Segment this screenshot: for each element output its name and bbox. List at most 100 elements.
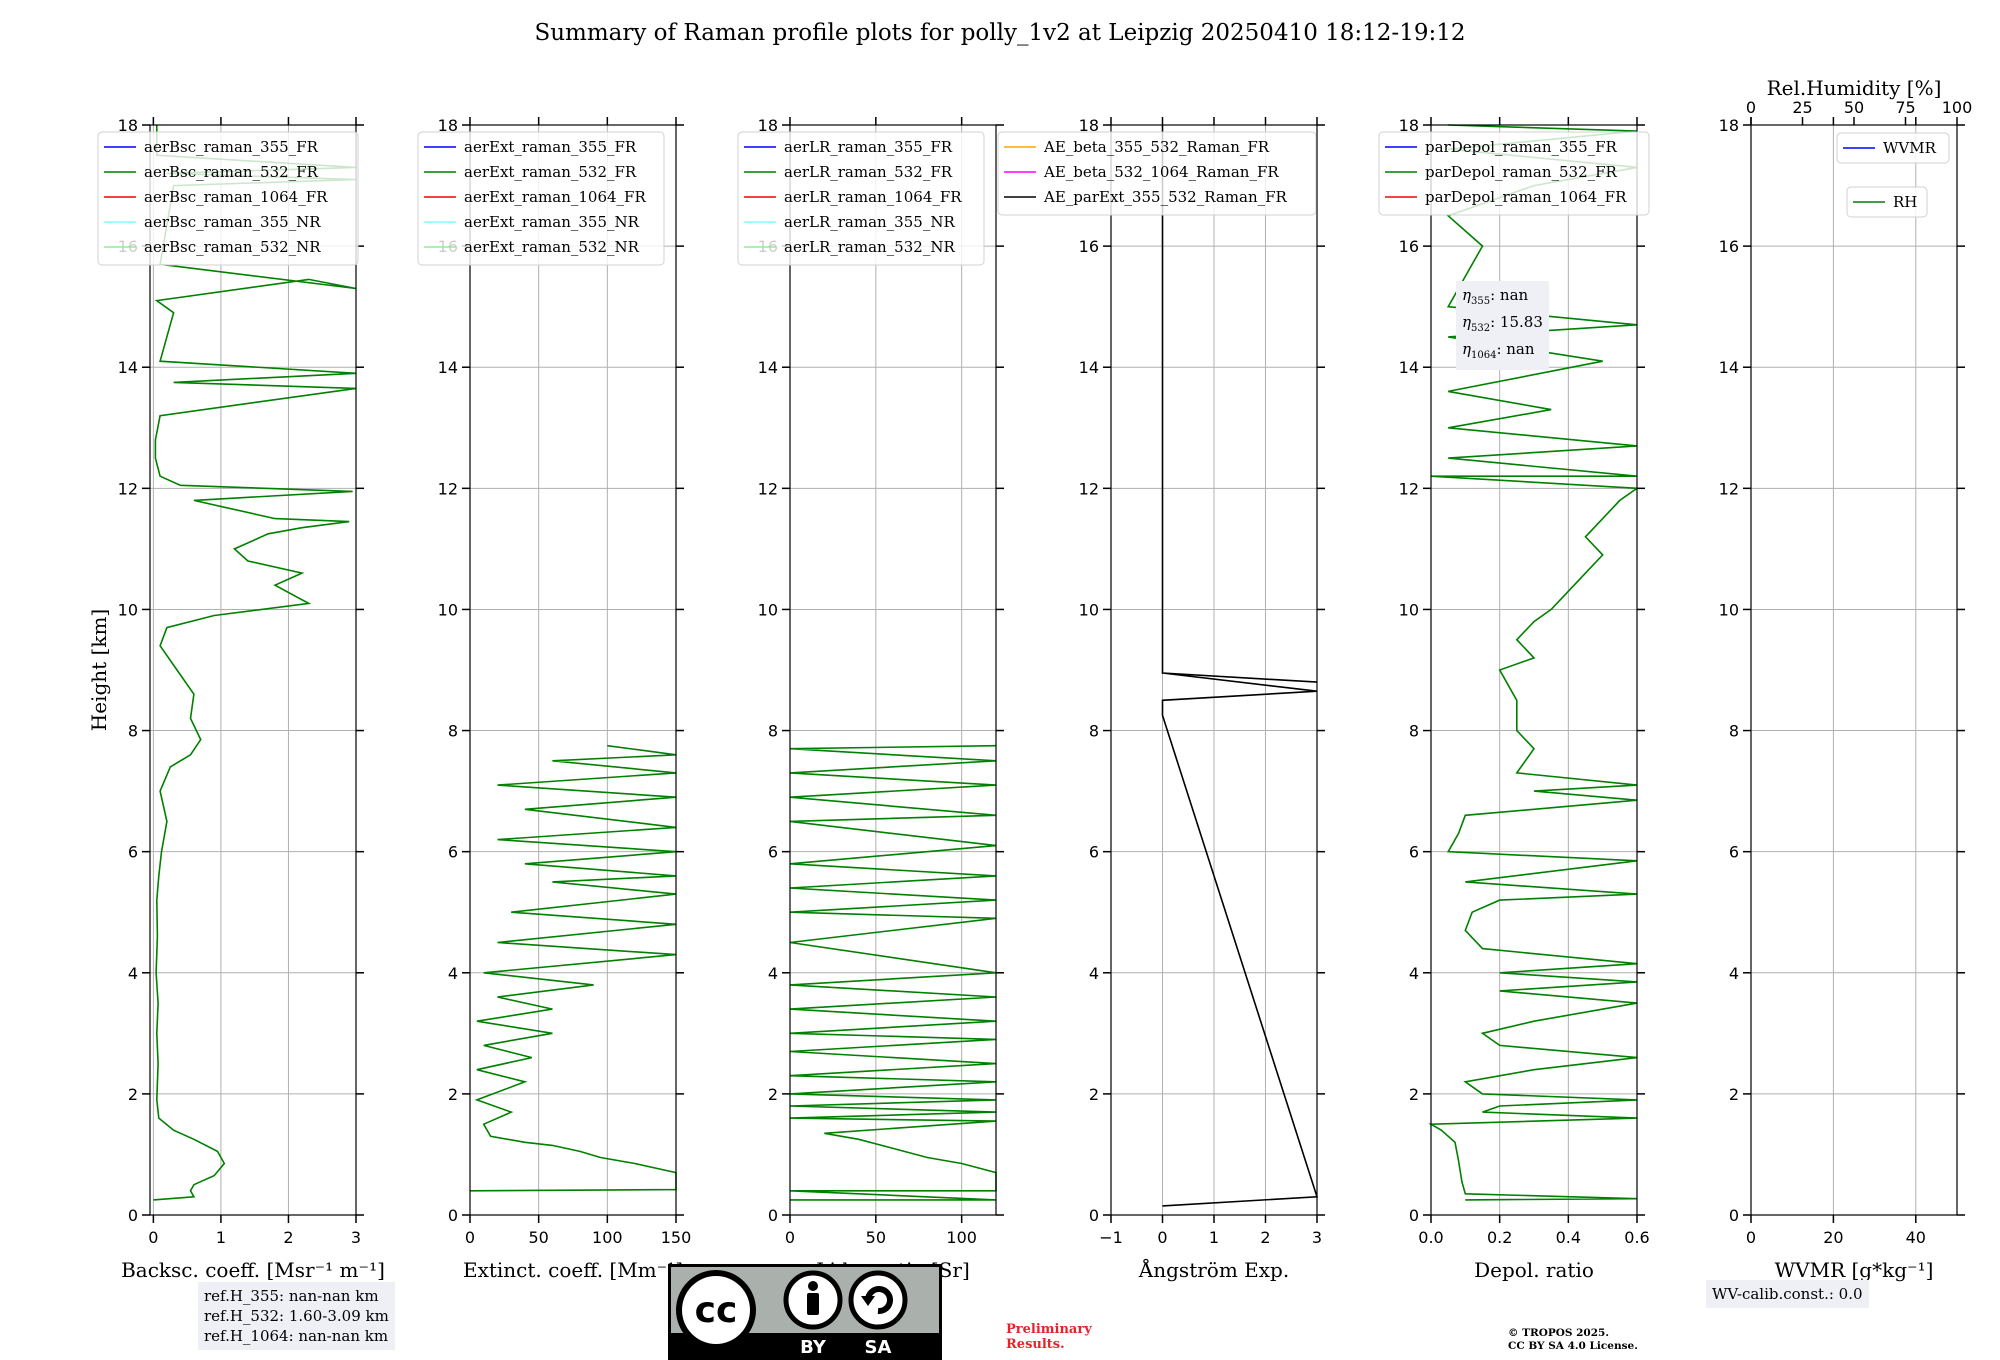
y-tick-label: 12 (758, 479, 778, 498)
x-axis-label: WVMR [g*kg⁻¹] (1775, 1258, 1934, 1282)
y-tick-label: 4 (768, 964, 778, 983)
x2-tick-label: 100 (1942, 98, 1973, 117)
x-axis-label: Extinct. coeff. [Mm⁻¹] (463, 1258, 683, 1282)
y-tick-label: 8 (768, 722, 778, 741)
y-tick-label: 4 (1089, 964, 1099, 983)
x-tick-label: 0.2 (1487, 1228, 1512, 1247)
series-line-aerExt_raman_532_FR (469, 744, 677, 1192)
x-tick-label: 50 (866, 1228, 886, 1247)
y-tick-label: 10 (118, 600, 138, 619)
legend-label: aerExt_raman_532_NR (464, 238, 640, 256)
y-tick-label: 6 (768, 843, 778, 862)
legend-label: aerExt_raman_532_FR (464, 163, 637, 181)
y-tick-label: 8 (128, 722, 138, 741)
x-tick-label: 3 (1312, 1228, 1322, 1247)
legend-label: aerExt_raman_355_NR (464, 213, 640, 231)
y-tick-label: 14 (1079, 358, 1099, 377)
y-tick-label: 10 (758, 600, 778, 619)
x-tick-label: 0 (465, 1228, 475, 1247)
x-tick-label: 100 (946, 1228, 977, 1247)
y-tick-label: 0 (768, 1206, 778, 1225)
legend-label: parDepol_raman_532_FR (1425, 163, 1618, 181)
legend-label: aerLR_raman_532_NR (784, 238, 955, 256)
legend-label: WVMR (1883, 139, 1937, 157)
legend: aerBsc_raman_355_FR aerBsc_raman_532_FRae… (97, 131, 359, 266)
wv-calib-box: WV-calib.const.: 0.0 (1706, 1280, 1869, 1308)
legend-label: parDepol_raman_355_FR (1425, 138, 1618, 156)
y-tick-label: 10 (1079, 600, 1099, 619)
axes-frame (1750, 124, 1958, 1216)
y-tick-label: 4 (1729, 964, 1739, 983)
panel-depol: 0 2 4 6 8 10 12 14 16 18 0.0 0.2 0.4 0.6 Depol. ratio p… (1378, 116, 1650, 1282)
svg-text:BY: BY (800, 1337, 827, 1358)
y-tick-label: 6 (1409, 843, 1419, 862)
y-tick-label: 18 (758, 116, 778, 135)
x2-tick-label: 75 (1895, 98, 1915, 117)
series-line-AE_parExt_355_532_Raman_FR (1161, 125, 1319, 1207)
x-tick-label: 2 (1260, 1228, 1270, 1247)
copyright-note: © TROPOS 2025. CC BY SA 4.0 License. (1508, 1327, 1638, 1352)
axes-frame (789, 124, 997, 1216)
legend-label: parDepol_raman_1064_FR (1425, 188, 1627, 206)
x-tick-label: 100 (592, 1228, 623, 1247)
y-tick-label: 0 (1729, 1206, 1739, 1225)
eta-box: η355: nan η532: 15.83 η1064: nan (1456, 281, 1549, 370)
x-axis-label: Ångström Exp. (1138, 1257, 1289, 1282)
panel-ext: 024681012141618050100150Extinct. coeff. … (417, 116, 692, 1282)
y-tick-label: 6 (128, 843, 138, 862)
y-tick-label: 18 (438, 116, 458, 135)
y-tick-label: 6 (448, 843, 458, 862)
legend-label: aerExt_raman_1064_FR (464, 188, 646, 206)
axes-frame (469, 124, 677, 1216)
x-tick-label: 0 (1746, 1228, 1756, 1247)
y-tick-label: 14 (1719, 358, 1739, 377)
x2-tick-label: 25 (1792, 98, 1812, 117)
series-line-aerBsc_raman_532_FR (153, 125, 357, 1201)
y-tick-label: 2 (448, 1085, 458, 1104)
y-tick-label: 14 (438, 358, 458, 377)
y-tick-label: 0 (448, 1206, 458, 1225)
x-tick-label: 1 (216, 1228, 226, 1247)
y-tick-label: 2 (1729, 1085, 1739, 1104)
y-tick-label: 8 (1089, 722, 1099, 741)
axes-frame (149, 124, 357, 1216)
legend-label: aerBsc_raman_355_FR (144, 138, 319, 156)
y-axis-label: Height [km] (87, 609, 111, 731)
x2-tick-label: 50 (1844, 98, 1864, 117)
y-tick-label: 12 (438, 479, 458, 498)
x-tick-label: 20 (1823, 1228, 1843, 1247)
y-tick-label: 4 (128, 964, 138, 983)
x-tick-label: 150 (661, 1228, 692, 1247)
eta-532: η532: 15.83 (1462, 313, 1543, 334)
y-tick-label: 8 (1729, 722, 1739, 741)
legend-label: aerExt_raman_355_FR (464, 138, 637, 156)
x-tick-label: 50 (528, 1228, 548, 1247)
axes-frame (1430, 124, 1638, 1216)
legend: parDepol_raman_355_FR parDepol_raman_532_… (1378, 131, 1650, 216)
y-tick-label: 18 (1079, 116, 1099, 135)
y-tick-label: 10 (1399, 600, 1419, 619)
y-tick-label: 4 (448, 964, 458, 983)
y-tick-label: 14 (118, 358, 138, 377)
y-tick-label: 12 (1399, 479, 1419, 498)
legend: aerLR_raman_355_FR aerLR_raman_532_FR aerL… (737, 131, 985, 266)
y-tick-label: 16 (1399, 237, 1419, 256)
x-tick-label: 0.6 (1624, 1228, 1649, 1247)
panel-lr: 024681012141618050100Lidar ratio [Sr]aer… (737, 116, 1004, 1282)
legend: AE_beta_355_532_Raman_FR AE_beta_532_1064… (997, 131, 1317, 216)
x2-axis-label: Rel.Humidity [%] (1767, 76, 1942, 100)
x-axis-label: Depol. ratio (1474, 1258, 1594, 1282)
svg-text:SA: SA (865, 1337, 892, 1358)
x-tick-label: 3 (351, 1228, 361, 1247)
y-tick-label: 8 (1409, 722, 1419, 741)
y-tick-label: 6 (1089, 843, 1099, 862)
y-tick-label: 14 (758, 358, 778, 377)
y-tick-label: 12 (118, 479, 138, 498)
y-tick-label: 16 (1079, 237, 1099, 256)
x-tick-label: 0 (1157, 1228, 1167, 1247)
y-tick-label: 4 (1409, 964, 1419, 983)
legend: aerExt_raman_355_FR aerExt_raman_532_FRae… (417, 131, 665, 266)
panel-bsc: 0246810121416180123Backsc. coeff. [Msr⁻¹… (87, 116, 385, 1282)
legend-RH: RH (1846, 186, 1928, 218)
